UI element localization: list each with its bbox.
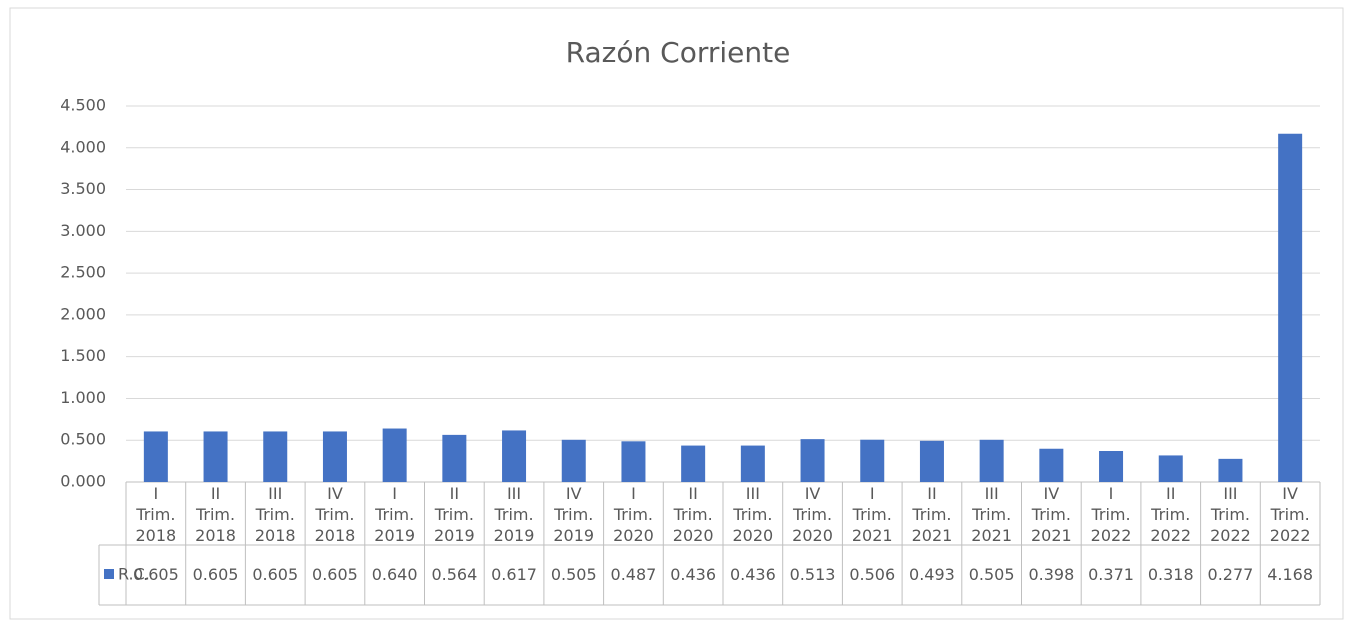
table-value: 0.605 [252,565,299,584]
table-value: 0.436 [729,565,776,584]
x-tick-label: I Trim. 2018 [135,484,177,545]
y-tick-label: 1.500 [60,346,106,365]
bar [203,431,228,482]
table-value: 0.505 [968,565,1015,584]
bar [621,441,646,482]
legend-key [104,569,114,579]
chart-title: Razón Corriente [566,36,791,69]
table-value: 0.564 [431,565,478,584]
legend-label: R.C. [118,565,150,584]
chart-border [9,7,1344,620]
x-tick-label: IV Trim. 2018 [314,484,356,545]
y-tick-label: 3.500 [60,179,106,198]
table-value: 0.506 [849,565,896,584]
bar [322,431,347,482]
y-tick-label: 4.000 [60,137,106,156]
x-tick-label: IV Trim. 2022 [1269,484,1311,545]
table-value: 0.487 [610,565,657,584]
table-value: 4.168 [1267,565,1314,584]
y-tick-label: 3.000 [60,221,106,240]
table-value: 0.617 [491,565,537,584]
x-tick-label: I Trim. 2020 [613,484,654,545]
x-tick-label: II Trim. 2020 [672,484,714,545]
x-tick-label: II Trim. 2021 [911,484,953,545]
y-tick-label: 2.500 [60,263,106,282]
bar [263,431,288,482]
bar [1099,451,1124,482]
table-value: 0.605 [132,565,179,584]
bar [979,439,1004,482]
x-tick-label: IV Trim. 2021 [1030,484,1072,545]
y-tick-label: 0.000 [60,472,106,491]
x-tick-label: IV Trim. 2019 [553,484,595,545]
y-tick-label: 1.000 [60,388,106,407]
table-value: 0.640 [371,565,418,584]
x-tick-label: I Trim. 2022 [1090,484,1132,545]
table-value: 0.505 [550,565,597,584]
x-tick-label: II Trim. 2019 [433,484,475,545]
x-tick-label: III Trim. 2019 [493,484,535,545]
x-tick-label: III Trim. 2021 [971,484,1012,545]
bar [143,431,168,482]
bar [561,439,586,482]
x-tick-label: I Trim. 2019 [374,484,415,545]
table-value: 0.436 [670,565,717,584]
table-value: 0.513 [789,565,836,584]
bar [442,434,467,482]
bar [860,439,885,482]
bar [681,445,706,482]
table-value: 0.318 [1147,565,1194,584]
bar [1039,448,1064,482]
bar [1218,458,1243,482]
y-tick-label: 2.000 [60,304,106,323]
bar [502,430,527,482]
bar [800,439,825,482]
bar [740,445,765,482]
x-tick-label: II Trim. 2022 [1150,484,1192,545]
x-tick-label: I Trim. 2021 [851,484,893,545]
x-tick-label: III Trim. 2022 [1210,484,1251,545]
table-value: 0.371 [1088,565,1134,584]
table-value: 0.493 [909,565,955,584]
x-tick-label: III Trim. 2018 [254,484,296,545]
table-value: 0.605 [312,565,358,584]
x-tick-label: III Trim. 2020 [732,484,774,545]
table-value: 0.277 [1207,565,1254,584]
bar [1278,133,1303,482]
table-value: 0.605 [192,565,239,584]
x-tick-label: IV Trim. 2020 [792,484,833,545]
table-value: 0.398 [1028,565,1075,584]
y-tick-label: 0.500 [60,430,106,449]
y-tick-label: 4.500 [60,96,106,115]
bar [382,428,407,482]
x-tick-label: II Trim. 2018 [195,484,236,545]
bar [1158,455,1183,482]
bar [919,440,944,482]
